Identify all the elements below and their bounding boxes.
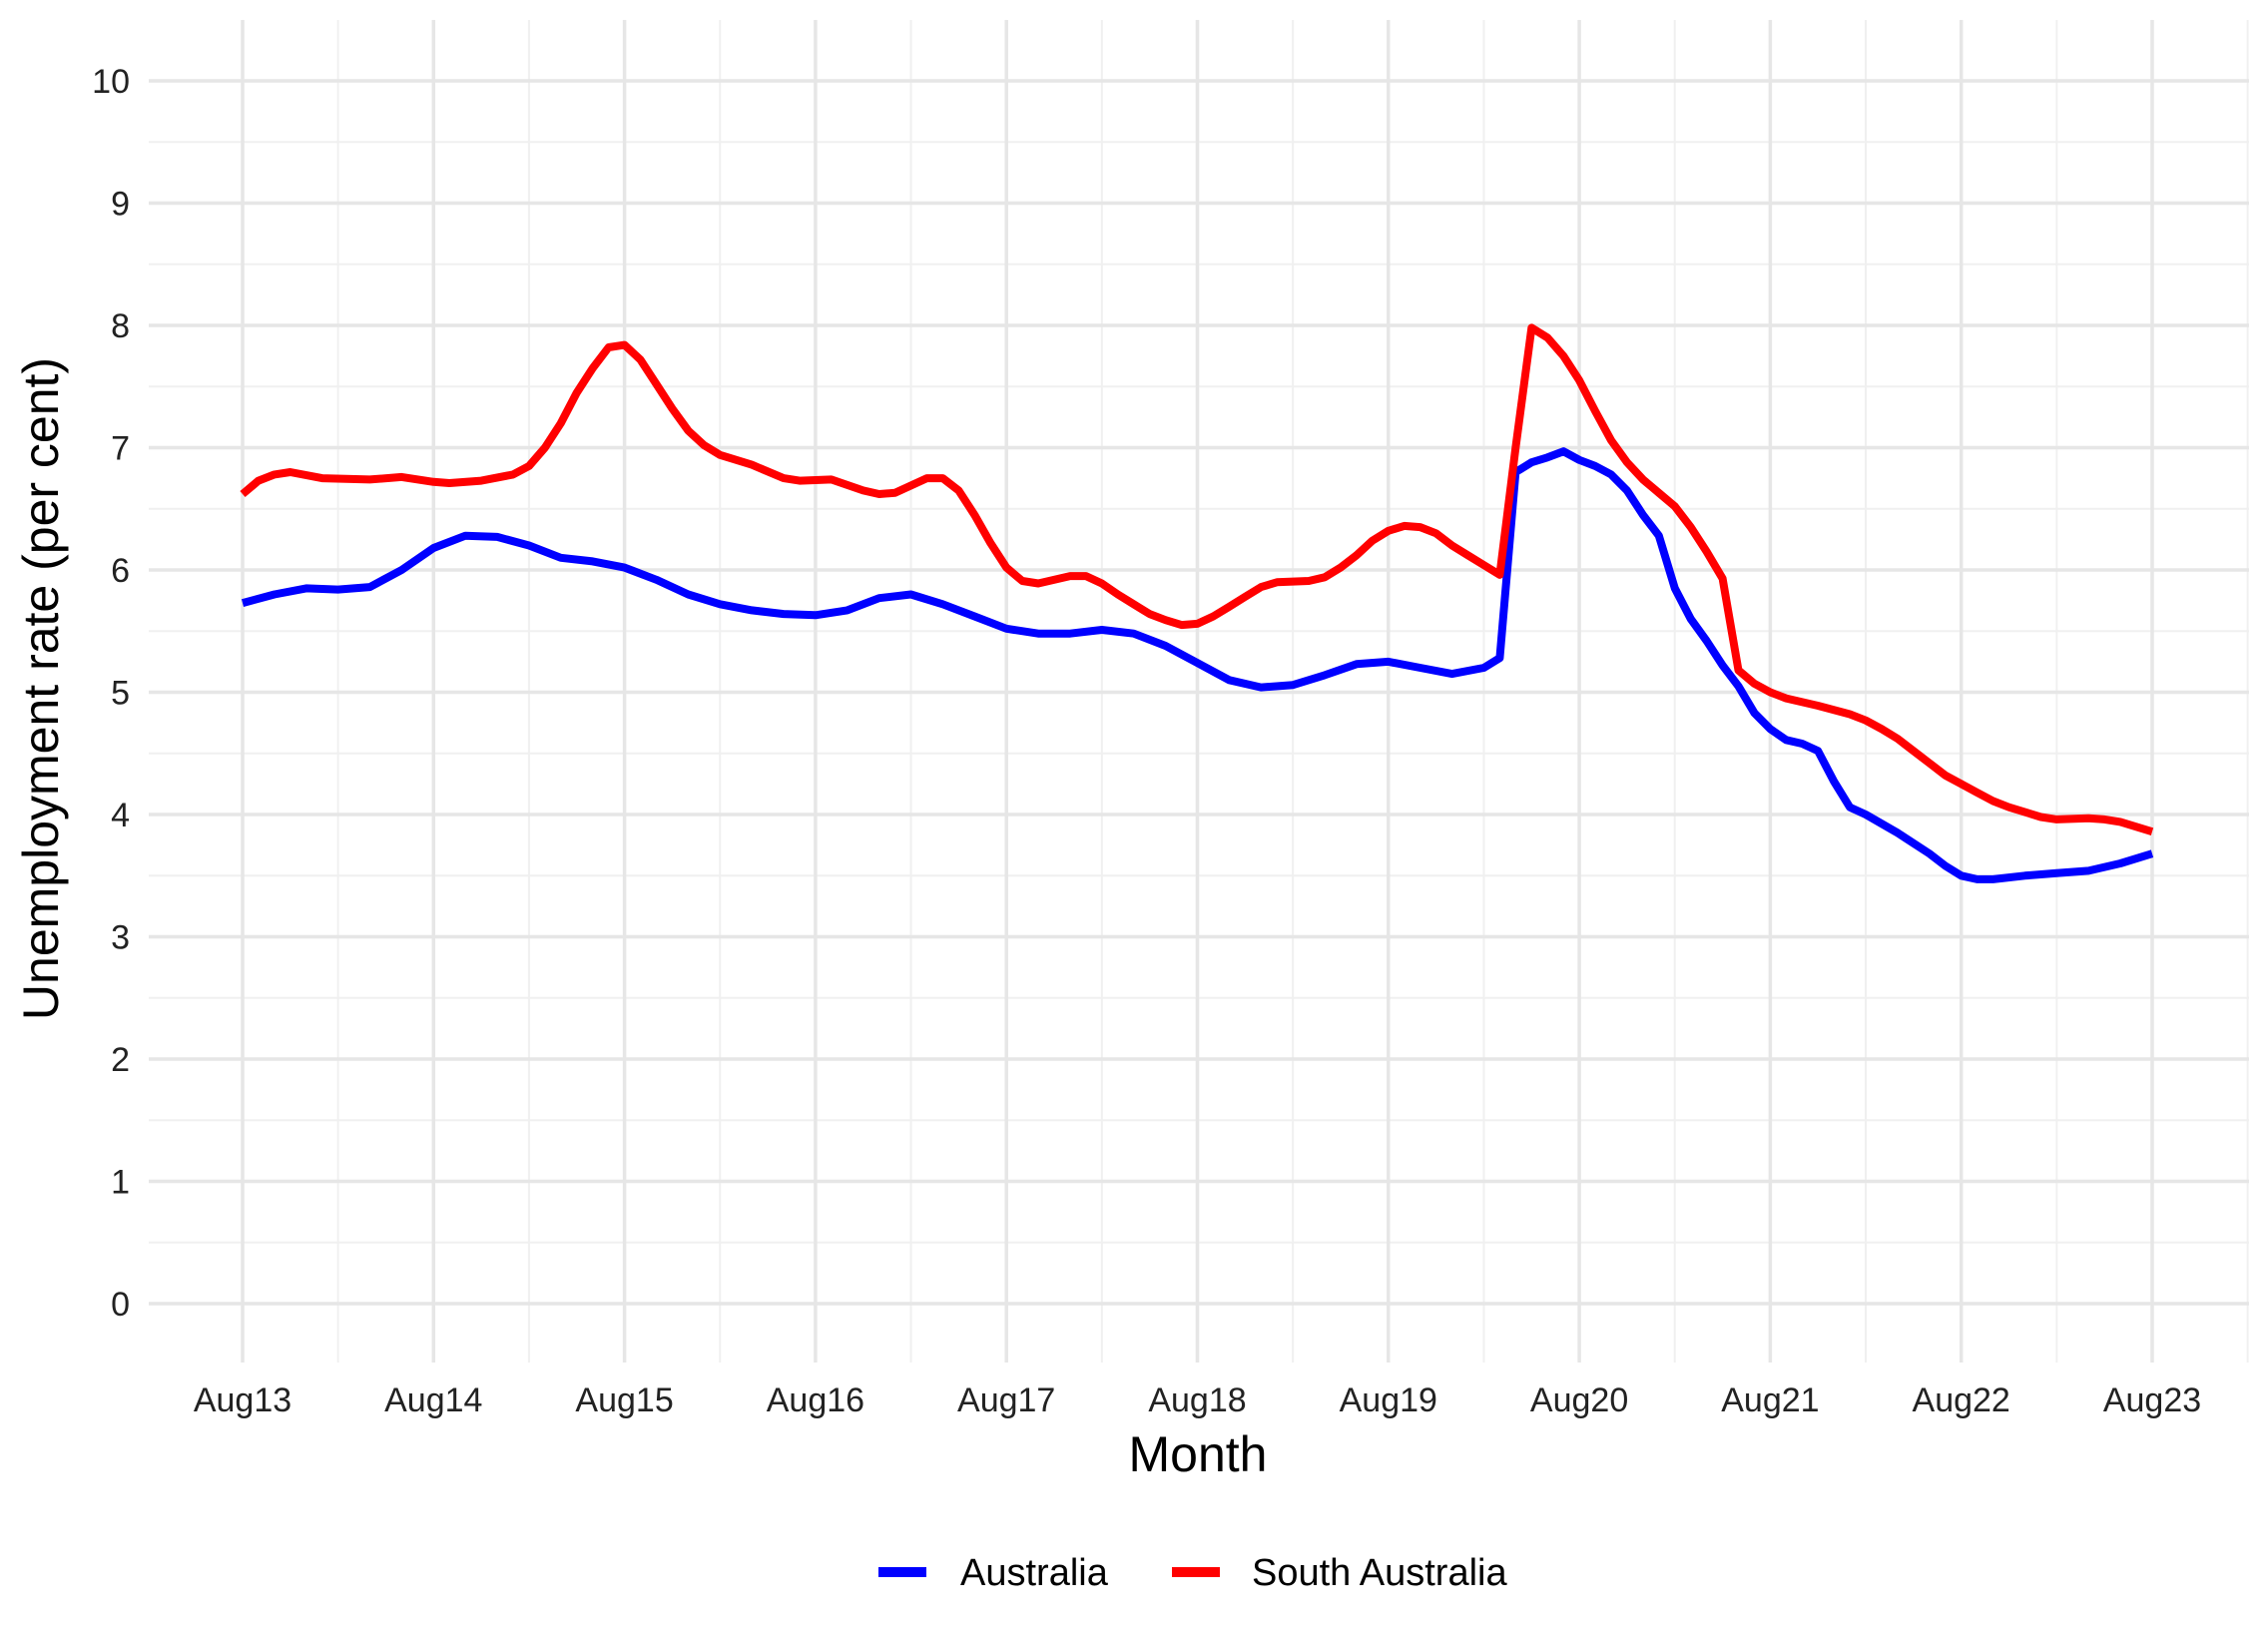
grid [149,20,2249,1363]
x-tick-label: Aug17 [957,1381,1055,1419]
y-tick-label: 1 [111,1164,130,1202]
y-tick-label: 10 [92,63,130,101]
x-axis-ticks: Aug13 Aug14 Aug15 Aug16 Aug17 Aug18 Aug19 Aug20… [194,1381,2201,1419]
y-tick-label: 4 [111,797,130,834]
y-axis-ticks: 0 1 2 3 4 5 6 7 8 9 10 [92,63,130,1324]
x-axis-title: Month [1129,1426,1268,1482]
series-line-south-australia [240,323,2154,836]
y-tick-label: 6 [111,552,130,590]
x-tick-label: Aug23 [2103,1381,2201,1419]
x-tick-label: Aug18 [1148,1381,1246,1419]
x-tick-label: Aug14 [384,1381,482,1419]
y-tick-label: 7 [111,430,130,468]
x-tick-label: Aug13 [194,1381,291,1419]
legend-label-south-australia: South Australia [1252,1552,1507,1594]
x-tick-label: Aug21 [1721,1381,1819,1419]
y-tick-label: 3 [111,919,130,957]
series-line-australia [241,447,2154,883]
legend-label-australia: Australia [960,1552,1109,1594]
y-tick-label: 9 [111,186,130,224]
x-tick-label: Aug16 [767,1381,864,1419]
y-tick-label: 0 [111,1286,130,1324]
x-tick-label: Aug19 [1340,1381,1437,1419]
legend: Australia South Australia [878,1552,1507,1594]
series-lines [240,323,2154,883]
y-tick-label: 5 [111,675,130,713]
y-tick-label: 2 [111,1041,130,1079]
y-tick-label: 8 [111,307,130,345]
x-tick-label: Aug22 [1913,1381,2010,1419]
y-axis-title: Unemployment rate (per cent) [13,357,69,1020]
x-tick-label: Aug20 [1530,1381,1628,1419]
x-tick-label: Aug15 [575,1381,673,1419]
